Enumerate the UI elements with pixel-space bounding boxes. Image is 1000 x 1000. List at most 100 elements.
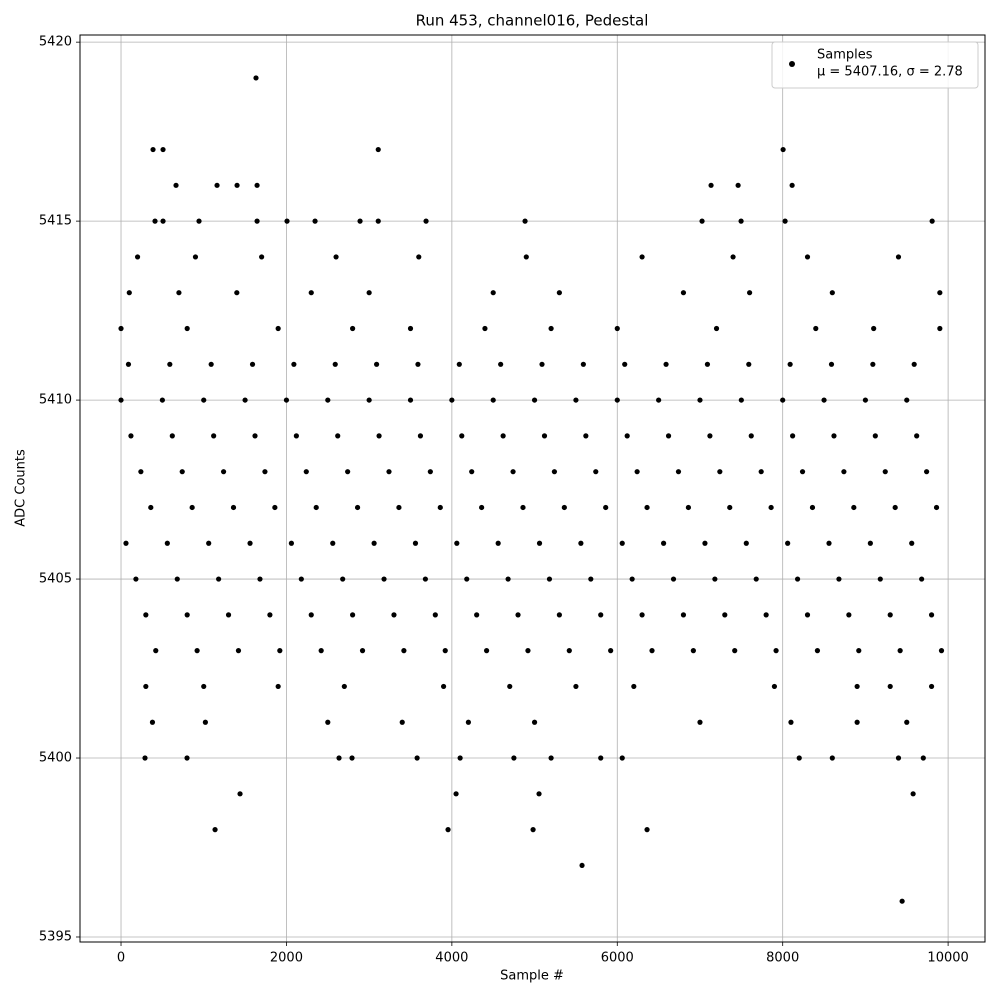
data-point — [357, 218, 363, 224]
data-point — [608, 648, 614, 654]
data-point — [366, 397, 372, 403]
data-point — [539, 361, 545, 367]
data-point — [437, 504, 443, 511]
data-point — [184, 325, 190, 332]
data-point — [142, 755, 148, 761]
data-point — [699, 218, 705, 224]
data-point — [904, 719, 910, 725]
data-point — [580, 361, 586, 367]
data-point — [416, 254, 422, 260]
data-point — [235, 648, 242, 654]
data-point — [546, 576, 553, 582]
data-point — [536, 791, 542, 797]
data-point — [333, 254, 339, 260]
plot-frame — [79, 34, 986, 943]
data-point — [732, 648, 738, 654]
data-point — [619, 540, 625, 546]
data-point — [530, 827, 536, 833]
data-point — [422, 576, 428, 582]
data-point — [298, 576, 304, 582]
x-tick-label: 6000 — [601, 951, 634, 966]
data-point — [614, 325, 620, 332]
data-point — [308, 612, 314, 618]
data-point — [829, 290, 835, 296]
data-point — [768, 504, 774, 511]
data-point — [211, 433, 217, 439]
data-point — [814, 648, 821, 654]
data-point — [578, 540, 584, 546]
data-point — [841, 469, 847, 475]
data-point — [277, 648, 283, 654]
data-point — [133, 576, 139, 582]
data-point — [809, 504, 816, 511]
data-point — [184, 612, 190, 618]
data-point — [515, 612, 521, 618]
data-point — [593, 469, 599, 475]
legend-note: μ = 5407.16, σ = 2.78 — [817, 65, 963, 80]
data-point — [598, 612, 604, 618]
legend-marker — [789, 61, 795, 67]
data-point — [644, 827, 650, 833]
data-point — [828, 361, 835, 367]
data-point — [690, 648, 696, 654]
data-point — [904, 397, 910, 403]
data-point — [159, 397, 165, 403]
data-point — [423, 218, 429, 224]
data-point — [189, 504, 195, 511]
data-point — [318, 648, 324, 654]
data-point — [771, 683, 778, 690]
data-point — [787, 361, 793, 367]
y-tick-label: 5415 — [39, 214, 72, 229]
data-point — [167, 361, 173, 367]
data-point — [862, 397, 869, 403]
data-point — [933, 504, 940, 511]
data-point — [882, 469, 888, 475]
data-point — [150, 146, 156, 153]
data-point — [341, 683, 347, 690]
data-point — [794, 576, 801, 582]
data-point — [685, 504, 692, 511]
data-point — [125, 361, 132, 367]
data-point — [414, 755, 420, 761]
data-point — [330, 540, 336, 546]
data-point — [490, 290, 496, 296]
data-point — [541, 433, 548, 439]
data-point — [479, 504, 485, 511]
data-point — [214, 182, 220, 188]
data-point — [914, 433, 920, 439]
data-point — [782, 218, 788, 224]
data-point — [459, 433, 465, 439]
data-point — [614, 397, 620, 403]
data-point — [254, 218, 260, 224]
data-point — [929, 218, 935, 224]
data-point — [134, 254, 141, 260]
data-point — [753, 576, 759, 582]
data-point — [634, 469, 640, 475]
data-point — [381, 576, 387, 582]
data-point — [262, 469, 268, 475]
data-point — [283, 397, 290, 403]
data-point — [743, 540, 749, 546]
data-point — [790, 433, 796, 439]
data-point — [629, 576, 635, 582]
data-point — [375, 218, 381, 224]
data-point — [465, 719, 472, 725]
data-point — [275, 325, 281, 332]
data-point — [267, 612, 273, 618]
data-point — [763, 612, 769, 618]
data-point — [464, 576, 470, 582]
data-point — [412, 540, 419, 546]
data-point — [490, 397, 496, 403]
x-tick-label: 8000 — [766, 951, 799, 966]
data-point — [846, 612, 852, 618]
data-point — [675, 469, 682, 475]
data-point — [237, 791, 243, 797]
data-point — [148, 504, 154, 511]
data-point — [325, 397, 331, 403]
data-point — [415, 361, 421, 367]
data-point — [520, 504, 526, 511]
grid — [80, 35, 985, 942]
data-point — [909, 540, 915, 546]
data-point — [257, 576, 263, 582]
data-point — [336, 755, 342, 761]
